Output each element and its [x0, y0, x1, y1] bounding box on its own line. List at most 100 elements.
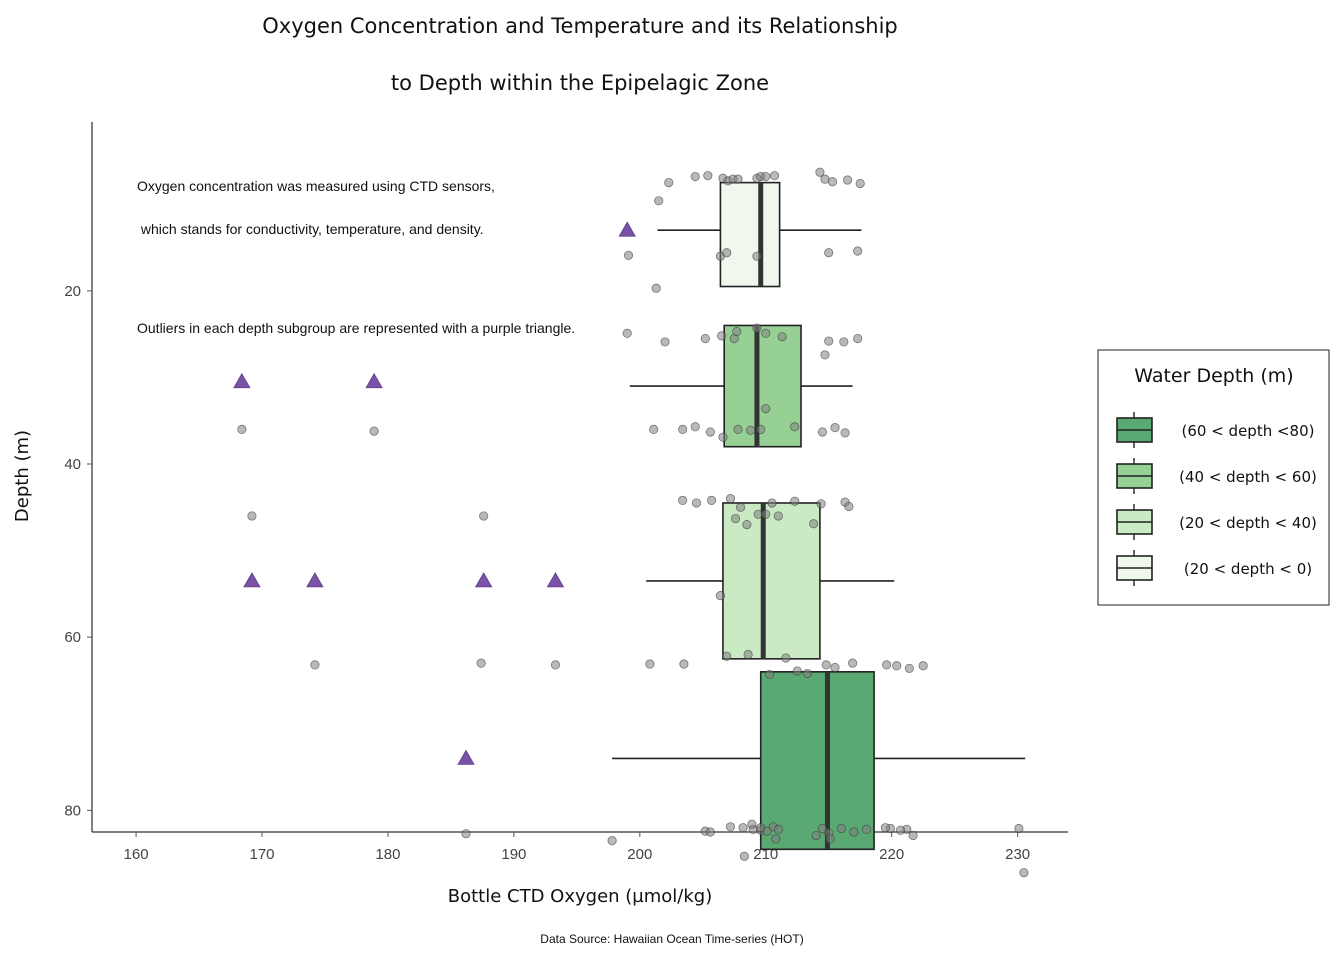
- data-point: [649, 424, 659, 434]
- legend-label: (20 < depth < 0): [1184, 560, 1312, 578]
- data-point: [790, 422, 800, 432]
- data-point: [830, 423, 840, 433]
- data-point: [825, 834, 835, 844]
- data-point: [802, 668, 812, 679]
- data-point: [752, 251, 762, 261]
- data-point: [908, 830, 918, 841]
- box: [722, 502, 821, 660]
- data-point: [753, 509, 763, 519]
- data-point: [735, 502, 746, 512]
- outlier-markers: [233, 221, 636, 765]
- data-point: [777, 332, 787, 342]
- data-point: [895, 825, 906, 835]
- data-point: [461, 829, 471, 839]
- data-point: [607, 836, 617, 846]
- data-point: [691, 498, 702, 508]
- data-point: [817, 823, 828, 834]
- data-point: [722, 651, 732, 661]
- box: [759, 671, 875, 851]
- axis-ticks: 160 170 180 190 200 210 220 230 20 40 60 80: [64, 283, 1030, 863]
- data-point: [892, 661, 902, 671]
- data-point: [479, 511, 489, 521]
- data-point: [651, 283, 661, 293]
- data-point: [690, 171, 700, 182]
- data-point: [771, 834, 781, 844]
- data-point: [664, 178, 674, 188]
- outlier-triangle: [243, 572, 261, 588]
- data-point: [707, 495, 717, 505]
- data-point: [816, 499, 826, 509]
- data-points: [237, 167, 1029, 878]
- data-point: [792, 666, 802, 676]
- data-point: [839, 337, 849, 347]
- data-point: [853, 333, 863, 344]
- legend-label: (40 < depth < 60): [1179, 468, 1317, 486]
- data-point: [811, 830, 821, 841]
- data-point: [725, 494, 736, 504]
- data-point: [700, 333, 710, 344]
- data-point: [853, 246, 863, 256]
- data-point: [722, 248, 732, 258]
- outlier-triangle: [457, 749, 475, 765]
- legend-title: Water Depth (m): [1134, 365, 1293, 387]
- data-point: [830, 662, 840, 673]
- data-point: [247, 511, 257, 521]
- data-point: [1019, 868, 1029, 878]
- data-point: [809, 519, 819, 529]
- data-point: [849, 827, 859, 837]
- x-tick-label: 210: [753, 846, 778, 863]
- data-point: [861, 824, 872, 835]
- data-point: [732, 326, 742, 337]
- legend-label: (60 < depth <80): [1182, 422, 1315, 440]
- data-point: [733, 424, 743, 434]
- x-tick-label: 190: [501, 846, 526, 863]
- data-point: [821, 660, 831, 670]
- data-point: [237, 424, 247, 434]
- outlier-triangle: [306, 572, 324, 588]
- data-point: [703, 171, 713, 181]
- data-point: [476, 658, 486, 668]
- data-point: [756, 823, 766, 833]
- y-tick-label: 80: [64, 802, 81, 819]
- y-axis-title: Depth (m): [12, 430, 33, 522]
- data-point: [761, 509, 771, 519]
- data-point: [882, 660, 892, 670]
- data-point: [660, 337, 670, 347]
- data-point: [654, 196, 664, 206]
- legend-label: (20 < depth < 40): [1179, 514, 1317, 532]
- data-point: [717, 331, 727, 341]
- data-point: [756, 424, 766, 434]
- x-tick-label: 220: [879, 846, 904, 863]
- data-point: [918, 661, 928, 671]
- data-point: [746, 425, 756, 435]
- x-tick-label: 180: [375, 846, 400, 863]
- outlier-triangle: [618, 221, 636, 237]
- x-tick-label: 200: [627, 846, 652, 863]
- chart-title-line-2: to Depth within the Epipelagic Zone: [391, 71, 769, 95]
- outlier-triangle: [365, 372, 383, 389]
- data-point: [725, 822, 736, 832]
- data-point: [773, 824, 783, 835]
- y-tick-label: 40: [64, 456, 81, 473]
- data-point: [844, 501, 854, 512]
- data-point: [705, 827, 715, 837]
- x-axis-title: Bottle CTD Oxygen (µmol/kg): [448, 886, 712, 907]
- data-point: [705, 427, 715, 437]
- data-point: [743, 649, 753, 660]
- data-point: [678, 424, 688, 434]
- data-point: [310, 660, 320, 670]
- annotation-ctd-line-1: Oxygen concentration was measured using …: [137, 178, 495, 194]
- x-tick-label: 170: [249, 846, 274, 863]
- y-tick-label: 20: [64, 283, 81, 300]
- outlier-triangle: [546, 572, 565, 588]
- data-point: [767, 498, 777, 508]
- data-point: [781, 653, 791, 663]
- box: [719, 181, 781, 288]
- x-tick-label: 160: [124, 846, 149, 863]
- data-point: [739, 851, 749, 861]
- data-point: [690, 422, 700, 432]
- chart-title-line-1: Oxygen Concentration and Temperature and…: [262, 14, 898, 38]
- data-point: [843, 175, 853, 185]
- data-point: [815, 167, 825, 177]
